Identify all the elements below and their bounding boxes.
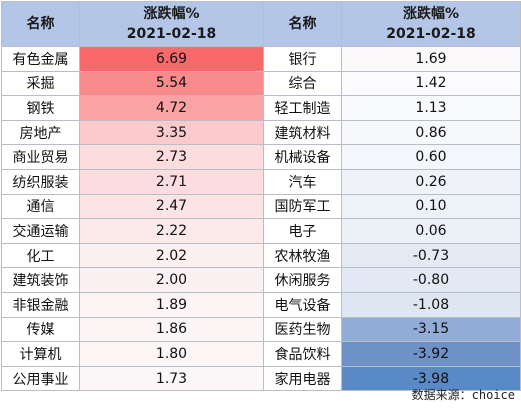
sector-name-right: 综合 bbox=[263, 70, 342, 97]
change-value-right: -1.08 bbox=[341, 291, 521, 318]
sector-name-left: 商业贸易 bbox=[1, 144, 80, 170]
change-value-right: 1.69 bbox=[341, 46, 521, 72]
change-value-left: 1.86 bbox=[79, 316, 264, 343]
change-value-left: 2.22 bbox=[79, 218, 264, 244]
change-value-left: 3.35 bbox=[79, 119, 264, 146]
change-value-left: 2.47 bbox=[79, 193, 264, 220]
header-name-left: 名称 bbox=[1, 1, 80, 47]
header-date-left: 2021-02-18 bbox=[126, 26, 217, 42]
change-value-left: 2.02 bbox=[79, 242, 264, 269]
sector-name-left: 纺织服装 bbox=[1, 168, 80, 195]
sector-name-right: 农林牧渔 bbox=[263, 242, 342, 269]
sector-name-right: 家用电器 bbox=[263, 365, 342, 392]
change-value-right: -0.73 bbox=[341, 242, 521, 269]
header-change-label-right: 涨跌幅% bbox=[402, 6, 460, 22]
table-row: 纺织服装 2.71 汽车 0.26 bbox=[1, 168, 521, 195]
change-value-right: -3.98 bbox=[341, 365, 521, 392]
sector-name-right: 休闲服务 bbox=[263, 267, 342, 293]
sector-name-left: 非银金融 bbox=[1, 291, 80, 318]
table-row: 计算机 1.80 食品饮料 -3.92 bbox=[1, 341, 521, 367]
change-value-left: 2.73 bbox=[79, 144, 264, 170]
sector-name-right: 医药生物 bbox=[263, 316, 342, 343]
change-value-left: 5.54 bbox=[79, 70, 264, 97]
table-row: 通信 2.47 国防军工 0.10 bbox=[1, 193, 521, 220]
sector-name-right: 电子 bbox=[263, 218, 342, 244]
sector-name-left: 通信 bbox=[1, 193, 80, 220]
change-value-left: 6.69 bbox=[79, 46, 264, 72]
change-value-right: -3.15 bbox=[341, 316, 521, 343]
sector-name-left: 建筑装饰 bbox=[1, 267, 80, 293]
table-row: 建筑装饰 2.00 休闲服务 -0.80 bbox=[1, 267, 521, 293]
sector-name-right: 轻工制造 bbox=[263, 95, 342, 121]
table-row: 钢铁 4.72 轻工制造 1.13 bbox=[1, 95, 521, 121]
change-value-left: 2.00 bbox=[79, 267, 264, 293]
table-row: 非银金融 1.89 电气设备 -1.08 bbox=[1, 291, 521, 318]
change-value-right: 0.86 bbox=[341, 119, 521, 146]
sector-name-left: 公用事业 bbox=[1, 365, 80, 392]
change-value-left: 2.71 bbox=[79, 168, 264, 195]
change-value-right: 0.10 bbox=[341, 193, 521, 220]
data-source-note: 数据来源：choice bbox=[411, 388, 515, 402]
sector-name-left: 房地产 bbox=[1, 119, 80, 146]
table-row: 交通运输 2.22 电子 0.06 bbox=[1, 218, 521, 244]
table-row: 传媒 1.86 医药生物 -3.15 bbox=[1, 316, 521, 343]
change-value-right: -0.80 bbox=[341, 267, 521, 293]
sector-name-left: 化工 bbox=[1, 242, 80, 269]
header-change-left: 涨跌幅% 2021-02-18 bbox=[79, 1, 264, 47]
sector-name-right: 国防军工 bbox=[263, 193, 342, 220]
sector-name-right: 汽车 bbox=[263, 168, 342, 195]
sector-name-left: 采掘 bbox=[1, 70, 80, 97]
table-row: 采掘 5.54 综合 1.42 bbox=[1, 70, 521, 97]
header-date-right: 2021-02-18 bbox=[386, 26, 476, 42]
change-value-right: 1.13 bbox=[341, 95, 521, 121]
table-row: 有色金属 6.69 银行 1.69 bbox=[1, 46, 521, 72]
change-value-right: 0.60 bbox=[341, 144, 521, 170]
sector-name-right: 建筑材料 bbox=[263, 119, 342, 146]
table-row: 化工 2.02 农林牧渔 -0.73 bbox=[1, 242, 521, 269]
change-value-right: 0.26 bbox=[341, 168, 521, 195]
sector-name-left: 计算机 bbox=[1, 341, 80, 367]
sector-name-left: 交通运输 bbox=[1, 218, 80, 244]
sector-name-left: 有色金属 bbox=[1, 46, 80, 72]
header-change-right: 涨跌幅% 2021-02-18 bbox=[341, 1, 521, 47]
change-value-left: 1.80 bbox=[79, 341, 264, 367]
table-row: 公用事业 1.73 家用电器 -3.98 bbox=[1, 365, 521, 392]
sector-name-right: 电气设备 bbox=[263, 291, 342, 318]
sector-name-right: 食品饮料 bbox=[263, 341, 342, 367]
table-row: 房地产 3.35 建筑材料 0.86 bbox=[1, 119, 521, 146]
change-value-right: 1.42 bbox=[341, 70, 521, 97]
header-row: 名称 涨跌幅% 2021-02-18 名称 涨跌幅% 2021-02-18 bbox=[1, 1, 521, 47]
table-body: 有色金属 6.69 银行 1.69 采掘 5.54 综合 1.42 钢铁 4.72 轻工制造 1.13… bbox=[1, 46, 521, 392]
change-value-left: 1.89 bbox=[79, 291, 264, 318]
change-value-right: 0.06 bbox=[341, 218, 521, 244]
sector-name-right: 机械设备 bbox=[263, 144, 342, 170]
sector-name-left: 传媒 bbox=[1, 316, 80, 343]
change-value-left: 1.73 bbox=[79, 365, 264, 392]
sector-name-left: 钢铁 bbox=[1, 95, 80, 121]
sector-change-table: 名称 涨跌幅% 2021-02-18 名称 涨跌幅% 2021-02-18 有色… bbox=[1, 1, 521, 392]
table-row: 商业贸易 2.73 机械设备 0.60 bbox=[1, 144, 521, 170]
header-change-label-left: 涨跌幅% bbox=[143, 6, 200, 22]
change-value-left: 4.72 bbox=[79, 95, 264, 121]
sector-name-right: 银行 bbox=[263, 46, 342, 72]
change-value-right: -3.92 bbox=[341, 341, 521, 367]
header-name-right: 名称 bbox=[263, 1, 342, 47]
